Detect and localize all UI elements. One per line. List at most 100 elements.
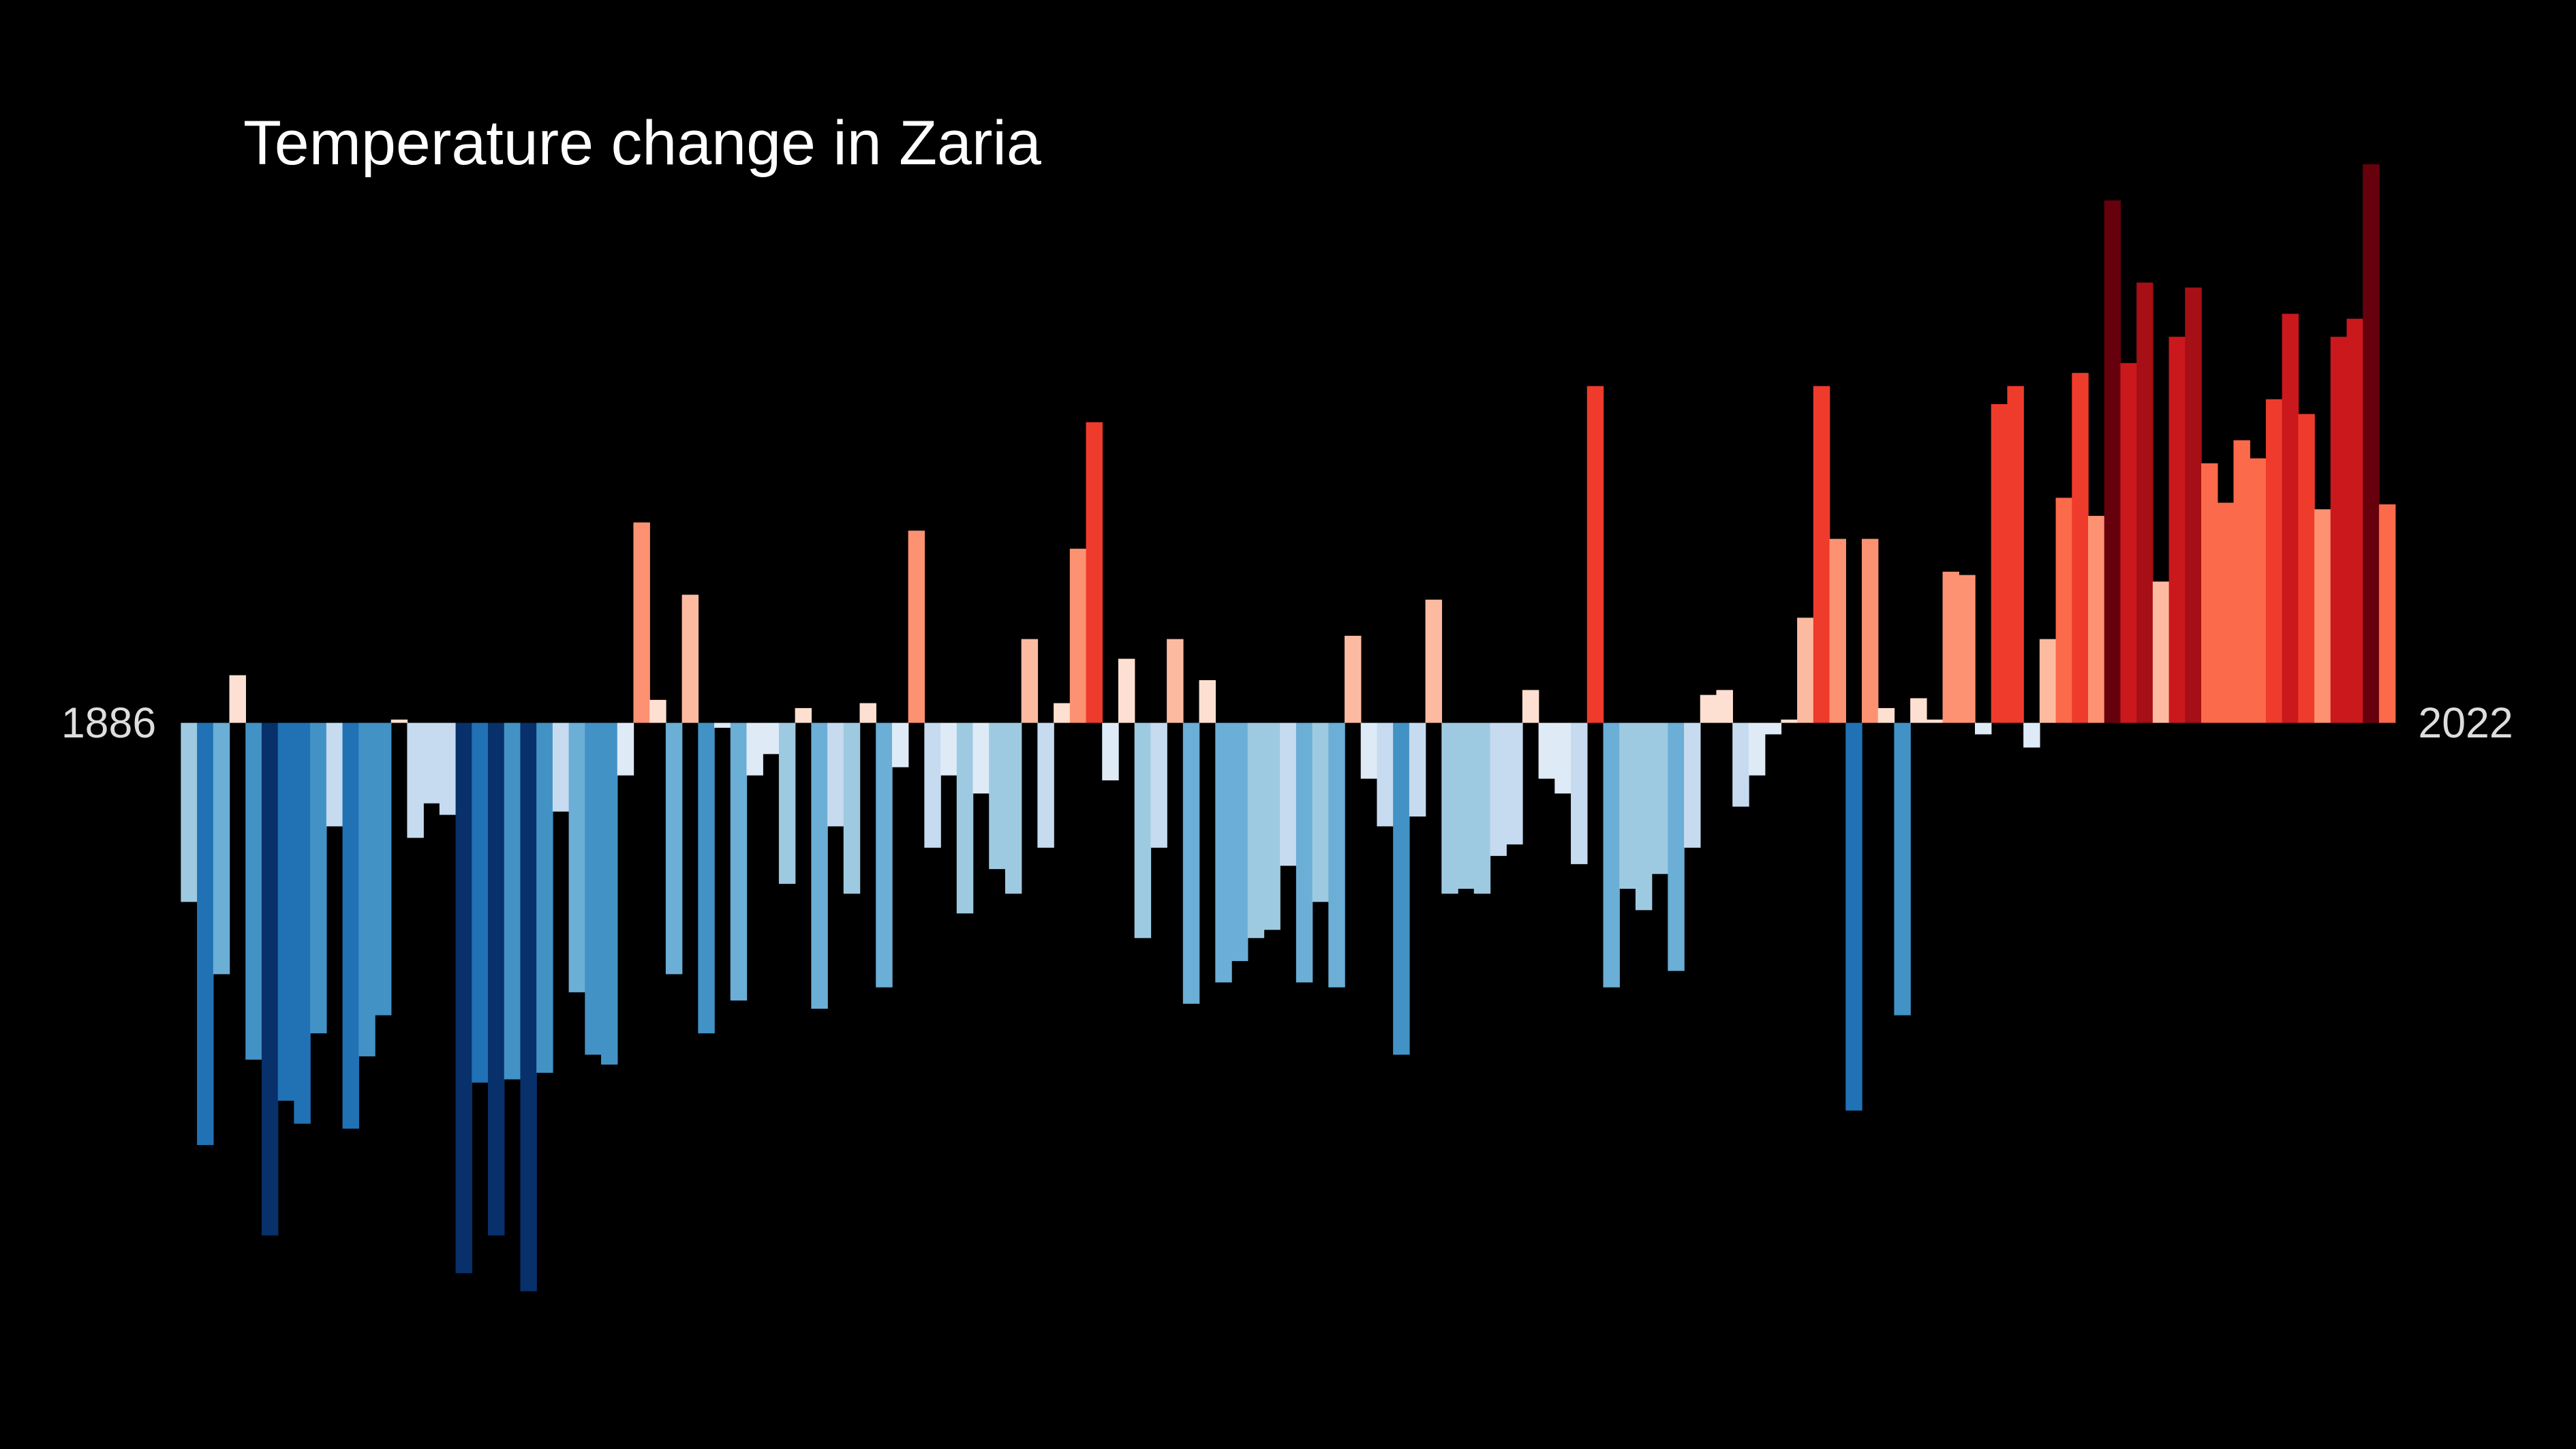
bar xyxy=(2185,287,2202,723)
bar xyxy=(972,722,990,794)
bar xyxy=(1295,722,1313,983)
bar xyxy=(2023,722,2040,748)
bar xyxy=(2250,458,2267,723)
bar xyxy=(1522,690,1539,723)
bar xyxy=(1716,690,1733,723)
bar xyxy=(1603,722,1620,988)
bar xyxy=(1942,571,1959,723)
bar xyxy=(277,722,295,1101)
bar xyxy=(2233,440,2250,723)
bar xyxy=(649,699,666,723)
bar xyxy=(908,530,925,723)
bar xyxy=(1506,722,1523,844)
bar xyxy=(2088,515,2105,723)
bar xyxy=(633,522,650,723)
bar xyxy=(1280,722,1297,866)
bar xyxy=(876,722,893,988)
bar xyxy=(2330,337,2348,723)
bar xyxy=(1684,722,1701,848)
bar xyxy=(2346,318,2363,723)
bar xyxy=(1894,722,1911,1016)
bar xyxy=(536,722,553,1073)
bar xyxy=(1150,722,1167,848)
bar xyxy=(1458,722,1475,889)
bar xyxy=(407,722,424,838)
bar xyxy=(197,722,214,1146)
bar xyxy=(1182,722,1200,1004)
bar xyxy=(568,722,586,992)
bar xyxy=(1005,722,1022,894)
bar xyxy=(698,722,715,1034)
x-tick-label: 1886 xyxy=(61,699,156,747)
bar xyxy=(326,722,343,827)
bar xyxy=(714,722,731,728)
bar xyxy=(730,722,748,1001)
bar xyxy=(1021,639,1039,723)
bar xyxy=(1635,722,1653,911)
bar xyxy=(229,675,246,723)
bar xyxy=(763,722,780,754)
bar xyxy=(2168,337,2186,723)
bar xyxy=(487,722,505,1236)
bar xyxy=(1538,722,1556,779)
bar xyxy=(1991,403,2008,723)
bar xyxy=(1441,722,1458,894)
bar xyxy=(455,722,473,1274)
x-tick-label: 2022 xyxy=(2418,699,2513,747)
bar xyxy=(989,722,1006,870)
bar xyxy=(1215,722,1232,983)
bar xyxy=(504,722,521,1080)
bar xyxy=(1037,722,1054,848)
bar xyxy=(1118,658,1135,723)
bar xyxy=(1974,722,1992,735)
bar xyxy=(2007,386,2024,723)
bar xyxy=(601,722,618,1065)
bar xyxy=(1700,695,1717,723)
bar xyxy=(310,722,327,1034)
bar xyxy=(213,722,230,975)
bar xyxy=(1231,722,1248,962)
bar xyxy=(1409,722,1426,817)
bar xyxy=(1086,422,1103,723)
bar xyxy=(2298,414,2315,723)
bar xyxy=(2136,282,2153,723)
bar xyxy=(1668,722,1685,971)
bar xyxy=(1797,617,1814,723)
bar xyxy=(1134,722,1152,939)
bar xyxy=(1926,719,1944,723)
bar xyxy=(439,722,457,815)
bar xyxy=(552,722,570,812)
bar xyxy=(181,722,198,902)
bar xyxy=(1651,722,1669,874)
bar xyxy=(1586,386,1604,723)
bar xyxy=(342,722,359,1129)
bar xyxy=(1054,703,1071,723)
bar xyxy=(1619,722,1636,889)
bar xyxy=(859,703,876,723)
bar xyxy=(746,722,763,776)
bar xyxy=(520,722,537,1292)
bar xyxy=(1312,722,1330,902)
bar xyxy=(940,722,957,776)
bar xyxy=(1554,722,1571,794)
bar xyxy=(2378,504,2396,723)
bar xyxy=(585,722,602,1055)
bar xyxy=(1845,722,1862,1111)
bar xyxy=(1571,722,1588,864)
bar xyxy=(2265,399,2283,723)
bar xyxy=(843,722,861,894)
bar xyxy=(956,722,974,914)
bar xyxy=(1247,722,1265,939)
bar xyxy=(1813,386,1830,723)
bar xyxy=(1167,639,1184,723)
bar xyxy=(261,722,279,1236)
bar xyxy=(2072,373,2089,723)
bar xyxy=(245,722,262,1060)
bar xyxy=(1263,722,1281,930)
bar xyxy=(1377,722,1394,827)
bar xyxy=(665,722,683,975)
bar xyxy=(1910,698,1927,723)
bar xyxy=(827,722,844,827)
chart-title: Temperature change in Zaria xyxy=(243,108,1041,178)
bar xyxy=(390,719,408,723)
